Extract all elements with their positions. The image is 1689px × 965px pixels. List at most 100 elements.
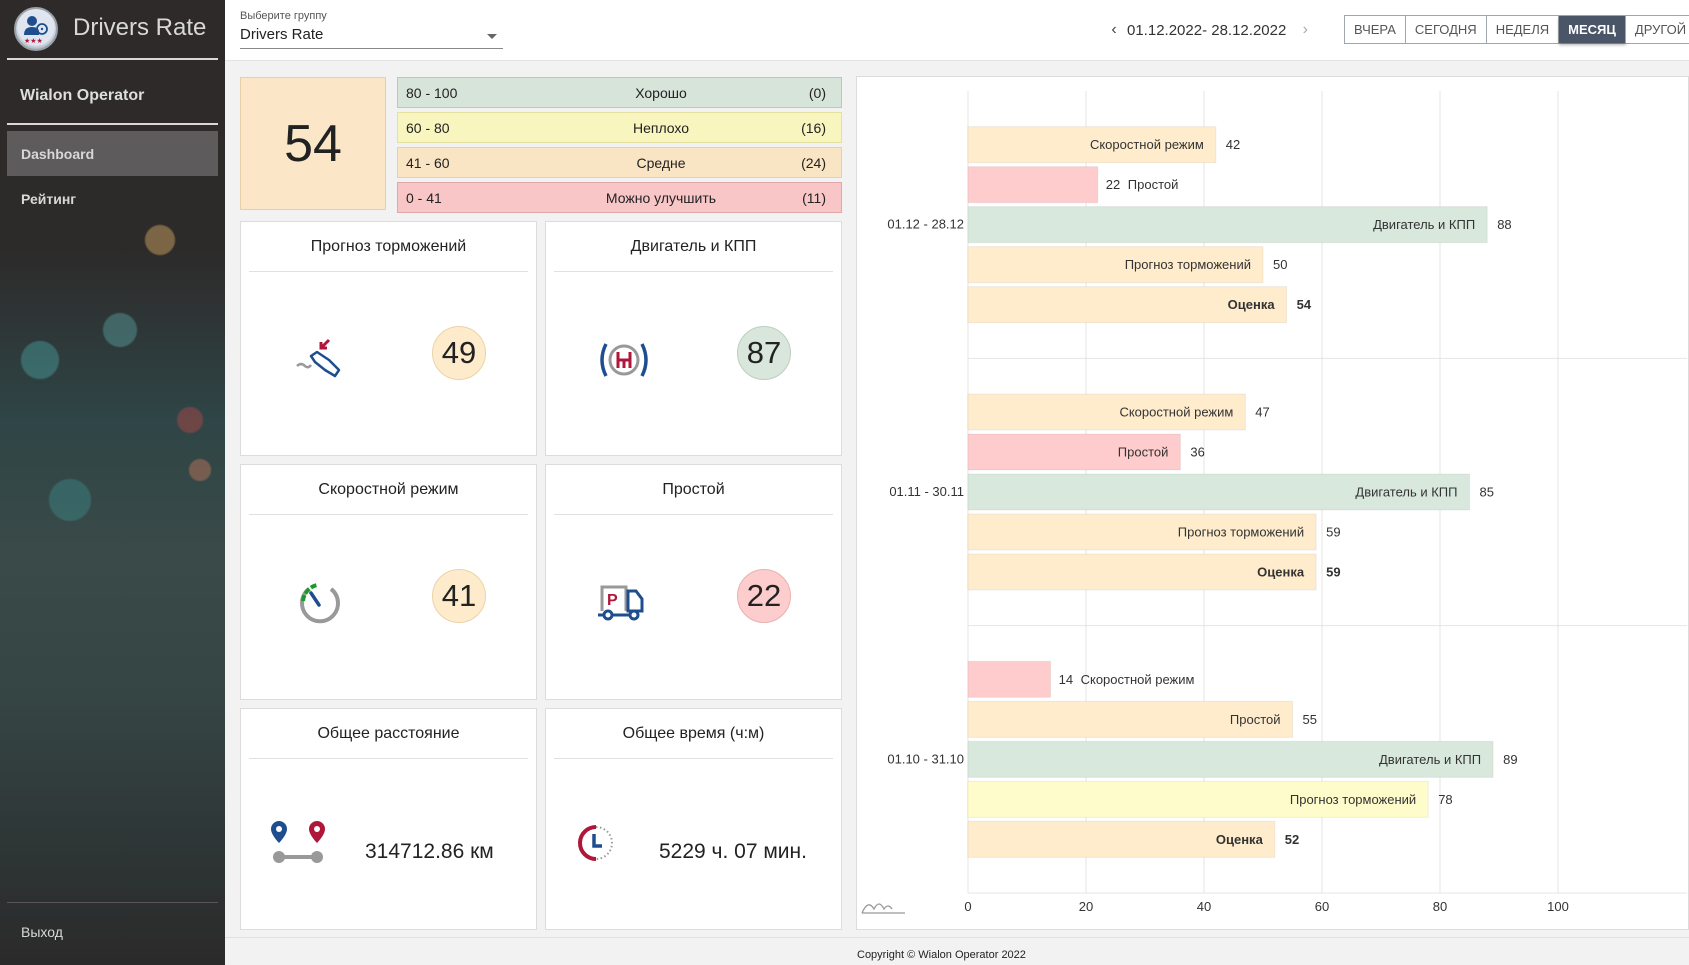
app-logo-row[interactable]: ★★★ Drivers Rate <box>0 0 225 58</box>
chevron-left-icon[interactable]: ‹ <box>1111 21 1117 38</box>
app-logo-icon: ★★★ <box>14 7 58 51</box>
sidebar-divider <box>7 123 218 125</box>
bar <box>967 393 1246 431</box>
bar-value-label: 88 <box>1497 217 1511 232</box>
legend-range: 60 - 80 <box>406 119 450 136</box>
bar-label: Простой <box>1230 712 1281 727</box>
period-button-today[interactable]: СЕГОДНЯ <box>1405 16 1487 43</box>
overall-score: 54 <box>240 77 386 210</box>
legend-range: 80 - 100 <box>406 84 458 101</box>
app-title: Drivers Rate <box>73 14 207 41</box>
score-legend: 80 - 100 Хорошо (0) 60 - 80 Неплохо (16)… <box>397 77 842 217</box>
legend-label: Неплохо <box>632 119 690 136</box>
card-title: Скоростной режим <box>249 465 528 515</box>
route-distance-icon <box>267 819 337 875</box>
legend-row-average: 41 - 60 Средне (24) <box>397 147 842 178</box>
sidebar-item-rating[interactable]: Рейтинг <box>7 176 218 221</box>
bar <box>967 206 1488 244</box>
period-button-week[interactable]: НЕДЕЛЯ <box>1486 16 1560 43</box>
bar-value-label: 36 <box>1190 445 1204 460</box>
bar-value-label: 54 <box>1297 297 1312 312</box>
card-title: Простой <box>554 465 833 515</box>
bar-label: Оценка <box>1216 832 1264 847</box>
card-brake-forecast: Прогноз торможений 49 <box>240 221 537 456</box>
svg-text:★★★: ★★★ <box>24 37 43 45</box>
legend-label: Средне <box>636 154 686 171</box>
bar <box>967 166 1099 204</box>
bar-label: Двигатель и КПП <box>1355 485 1457 500</box>
bar-value-label: 50 <box>1273 257 1287 272</box>
legend-row-fair: 60 - 80 Неплохо (16) <box>397 112 842 143</box>
bar-label: Скоростной режим <box>1090 137 1204 152</box>
card-engine-gearbox: Двигатель и КПП 87 <box>545 221 842 456</box>
bar-value-label: 52 <box>1285 832 1299 847</box>
group-select-value: Drivers Rate <box>240 26 324 43</box>
total-distance-value: 314712.86 км <box>365 840 494 863</box>
sidebar-divider <box>7 58 218 60</box>
operator-name: Wialon Operator <box>20 87 145 104</box>
bar <box>967 473 1470 511</box>
legend-label: Хорошо <box>635 84 687 101</box>
card-title: Двигатель и КПП <box>554 222 833 272</box>
category-label: 01.10 - 31.10 <box>887 751 964 766</box>
bar-label: Простой <box>1128 177 1179 192</box>
bar-value-label: 78 <box>1438 792 1452 807</box>
sidebar-item-label: Рейтинг <box>21 190 77 207</box>
bar <box>967 700 1293 738</box>
date-range-text: 01.12.2022- 28.12.2022 <box>1127 21 1287 39</box>
bar-value-label: 47 <box>1255 405 1269 420</box>
parked-truck-icon: P <box>596 575 652 631</box>
bar-label: Оценка <box>1228 297 1276 312</box>
sidebar-divider <box>7 902 218 903</box>
card-title: Прогноз торможений <box>249 222 528 272</box>
svg-text:P: P <box>607 592 618 609</box>
x-tick-label: 80 <box>1433 899 1447 914</box>
sidebar-item-dashboard[interactable]: Dashboard <box>7 131 218 176</box>
bar-value-label: 59 <box>1326 565 1340 580</box>
bar-value-label: 89 <box>1503 752 1517 767</box>
bar-value-label: 42 <box>1226 137 1240 152</box>
bar-label: Скоростной режим <box>1081 672 1195 687</box>
copyright-text: Copyright © Wialon Operator 2022 <box>857 949 1026 961</box>
chevron-right-icon[interactable]: › <box>1302 21 1308 38</box>
card-idle: Простой P 22 <box>545 464 842 700</box>
date-range-nav: ‹ 01.12.2022- 28.12.2022 › <box>1105 19 1314 41</box>
card-title: Общее расстояние <box>249 709 528 759</box>
bar <box>967 286 1288 324</box>
card-title: Общее время (ч:м) <box>554 709 833 759</box>
logout-link[interactable]: Выход <box>7 909 218 954</box>
bar <box>967 126 1217 164</box>
group-select-label: Выберите группу <box>240 10 327 22</box>
category-label: 01.12 - 28.12 <box>887 217 964 232</box>
sidebar-item-label: Dashboard <box>21 145 95 162</box>
bar-value-label: 14 <box>1059 672 1073 687</box>
bar <box>967 246 1264 284</box>
bar-value-label: 85 <box>1480 485 1494 500</box>
score-badge: 41 <box>432 569 486 623</box>
legend-range: 41 - 60 <box>406 154 450 171</box>
group-select[interactable]: Drivers Rate <box>240 26 503 49</box>
total-time-value: 5229 ч. 07 мин. <box>659 840 807 863</box>
period-button-yesterday[interactable]: ВЧЕРА <box>1345 16 1406 43</box>
period-button-other[interactable]: ДРУГОЙ <box>1625 16 1689 43</box>
score-badge: 22 <box>737 569 791 623</box>
legend-count: (0) <box>808 84 826 101</box>
legend-count: (11) <box>802 189 826 206</box>
top-bar: Выберите группу Drivers Rate ‹ 01.12.202… <box>225 0 1689 61</box>
ratings-chart-panel: 01.12 - 28.12 Скоростной режим 42 22 Простой… <box>856 76 1689 930</box>
bar <box>967 820 1276 858</box>
bar-label: Двигатель и КПП <box>1373 217 1475 232</box>
legend-label: Можно улучшить <box>605 189 717 206</box>
bar-label: Скоростной режим <box>1119 405 1233 420</box>
bar <box>967 433 1181 471</box>
bar-value-label: 59 <box>1326 525 1340 540</box>
bar <box>967 513 1317 551</box>
score-badge: 49 <box>432 326 486 380</box>
legend-count: (16) <box>801 119 826 136</box>
bar-value-label: 55 <box>1303 712 1317 727</box>
clock-icon <box>572 821 628 877</box>
x-tick-label: 100 <box>1547 899 1569 914</box>
legend-row-poor: 0 - 41 Можно улучшить (11) <box>397 182 842 213</box>
legend-range: 0 - 41 <box>406 189 442 206</box>
period-button-month[interactable]: МЕСЯЦ <box>1559 16 1626 43</box>
